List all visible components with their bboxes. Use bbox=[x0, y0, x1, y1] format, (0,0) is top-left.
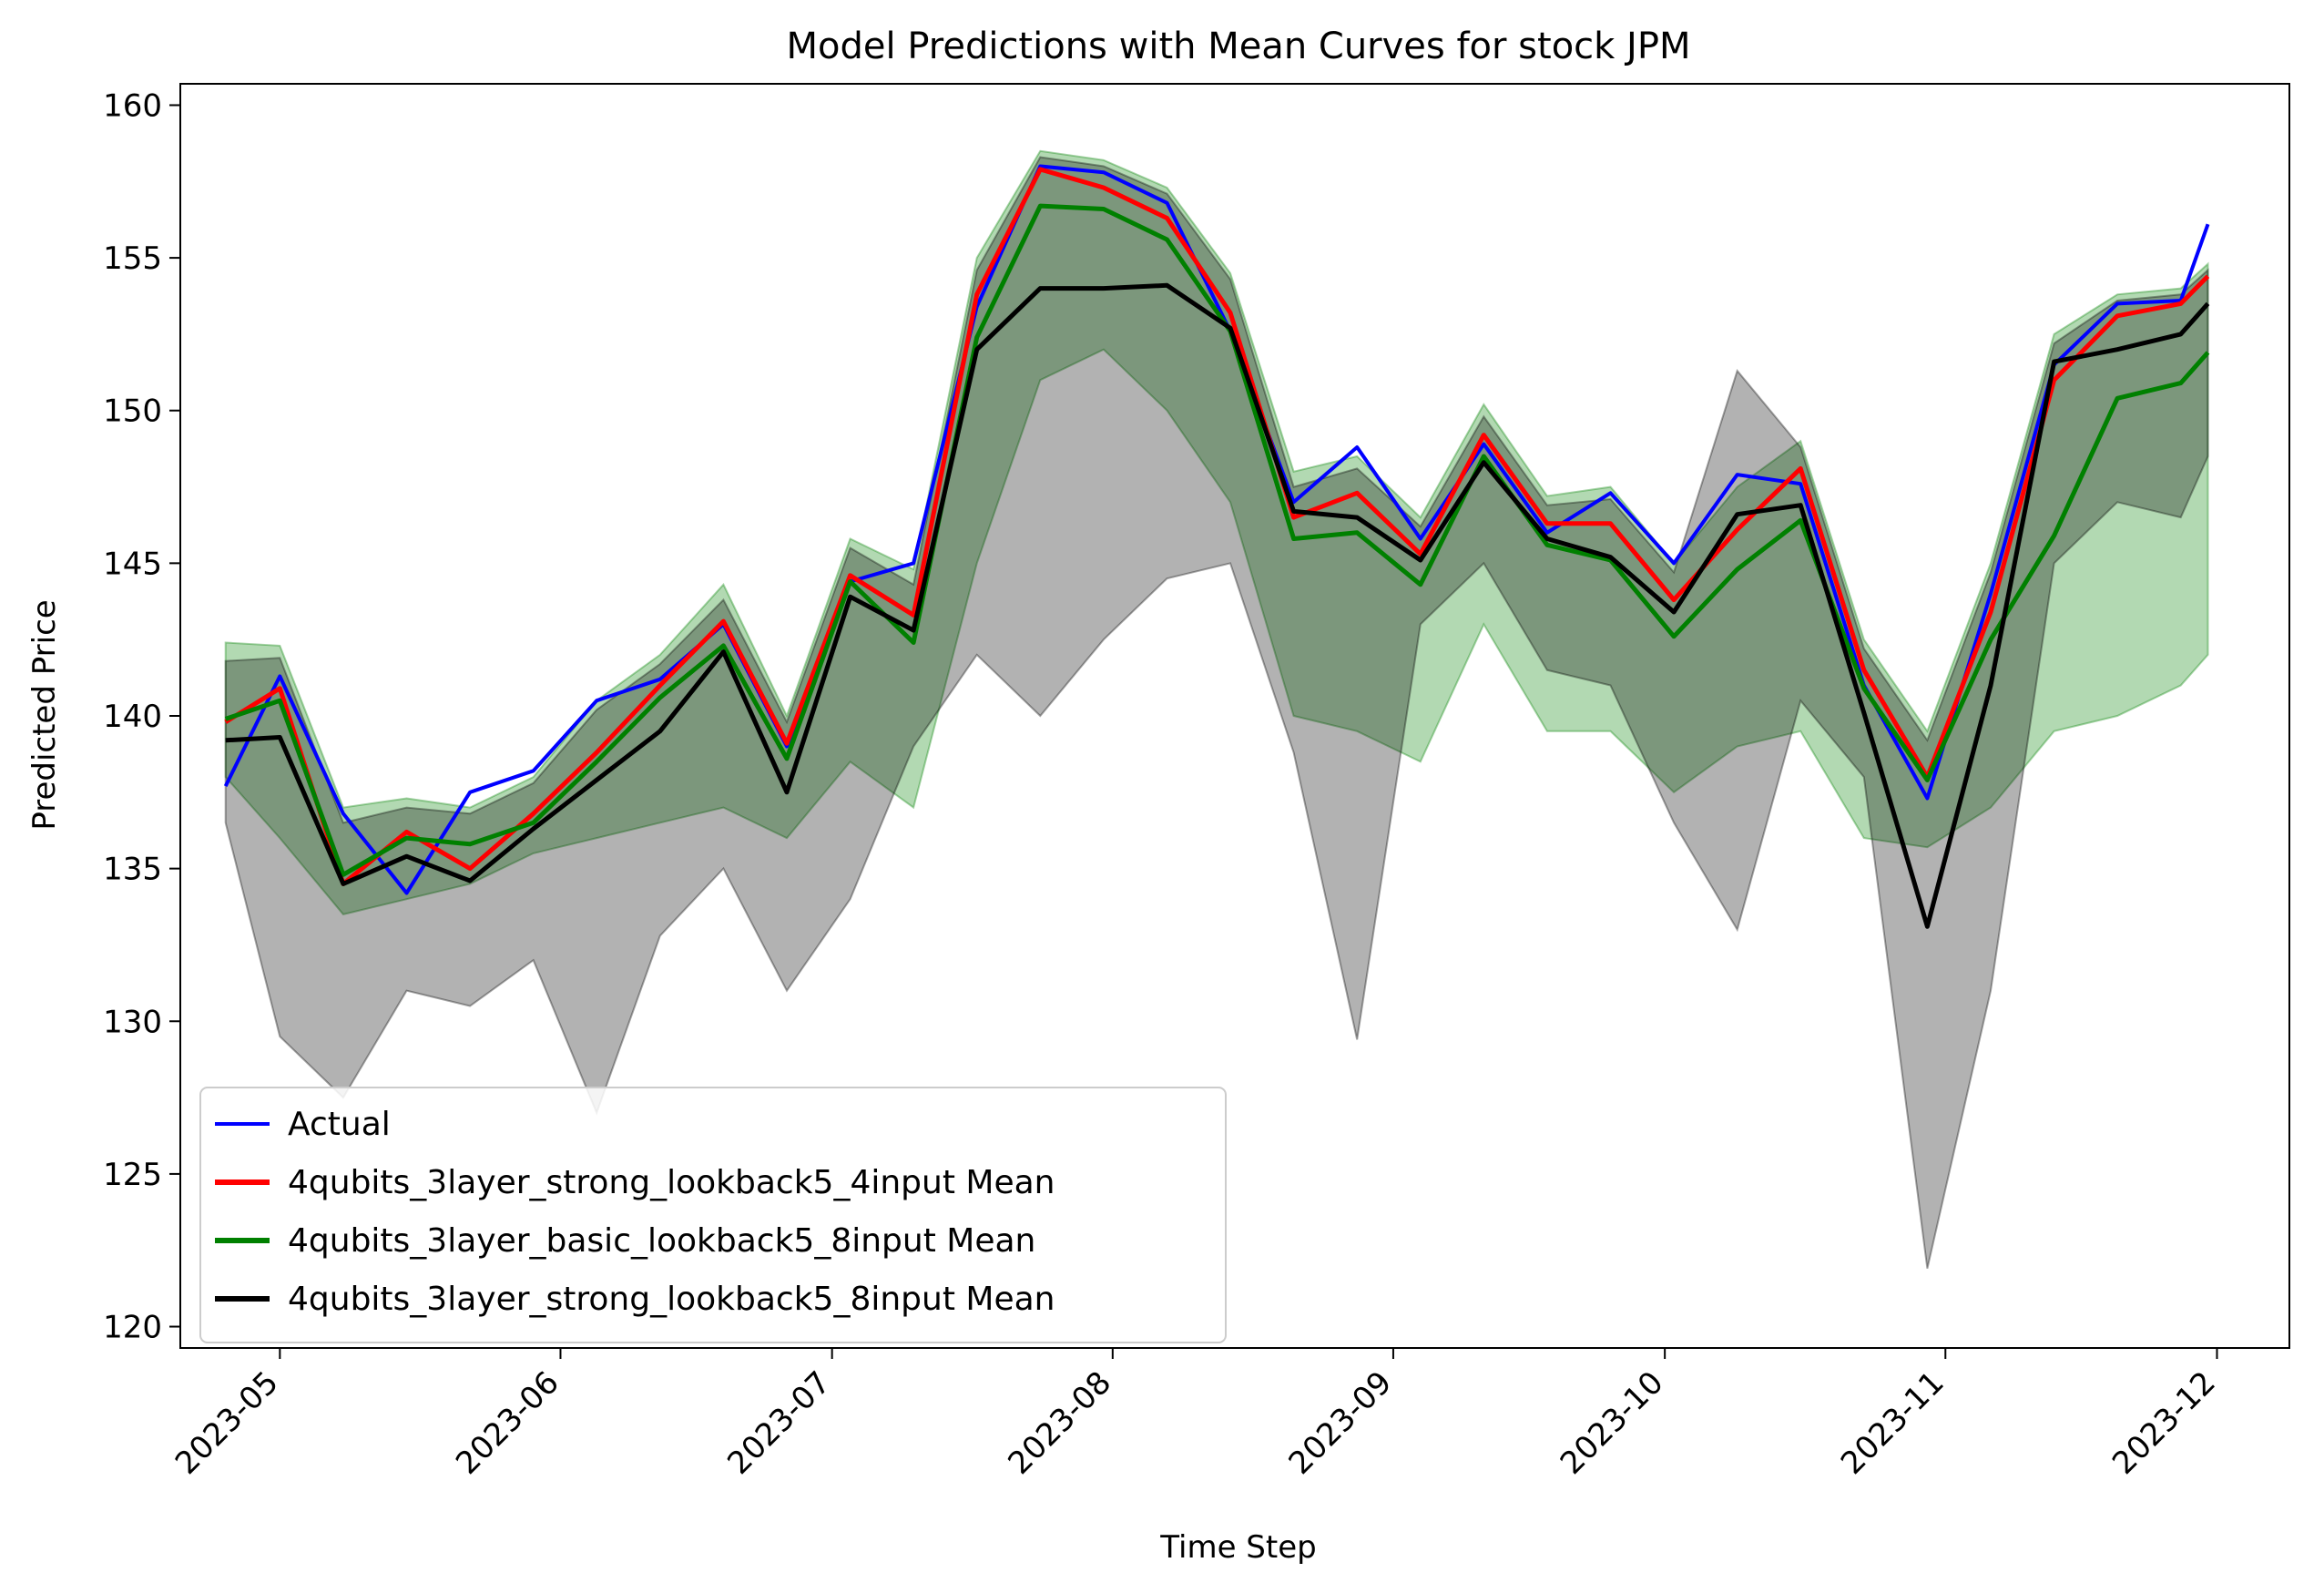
y-tick-label: 135 bbox=[103, 852, 162, 888]
legend-label: 4qubits_3layer_basic_lookback5_8input Me… bbox=[288, 1222, 1035, 1260]
y-tick-label: 125 bbox=[103, 1157, 162, 1193]
series-line-2 bbox=[224, 167, 2210, 886]
y-axis-title: Predicted Price bbox=[26, 599, 63, 830]
y-axis: 120 125 130 135 140 145 150 155 160 bbox=[103, 87, 180, 1346]
y-tick-label: 120 bbox=[103, 1310, 162, 1346]
legend-label: 4qubits_3layer_strong_lookback5_4input M… bbox=[288, 1164, 1055, 1201]
y-tick-label: 145 bbox=[103, 546, 162, 582]
y-tick-label: 155 bbox=[103, 240, 162, 277]
y-tick-label: 130 bbox=[103, 1004, 162, 1040]
legend-label: 4qubits_3layer_strong_lookback5_8input M… bbox=[288, 1281, 1055, 1318]
y-tick-label: 160 bbox=[103, 87, 162, 124]
legend-label: Actual bbox=[288, 1106, 391, 1143]
series-lines bbox=[223, 164, 2210, 929]
band-2 bbox=[224, 156, 2209, 1270]
x-axis-title: Time Step bbox=[1159, 1529, 1316, 1566]
y-tick-label: 150 bbox=[103, 393, 162, 430]
series-line-4 bbox=[225, 282, 2210, 929]
confidence-bands bbox=[224, 149, 2209, 1270]
y-tick-label: 140 bbox=[103, 699, 162, 735]
chart-title: Model Predictions with Mean Curves for s… bbox=[787, 26, 1691, 67]
band-1 bbox=[224, 149, 2209, 916]
legend-box bbox=[199, 1087, 1227, 1343]
legend: Actual 4qubits_3layer_strong_lookback5_4i… bbox=[199, 1087, 1227, 1343]
